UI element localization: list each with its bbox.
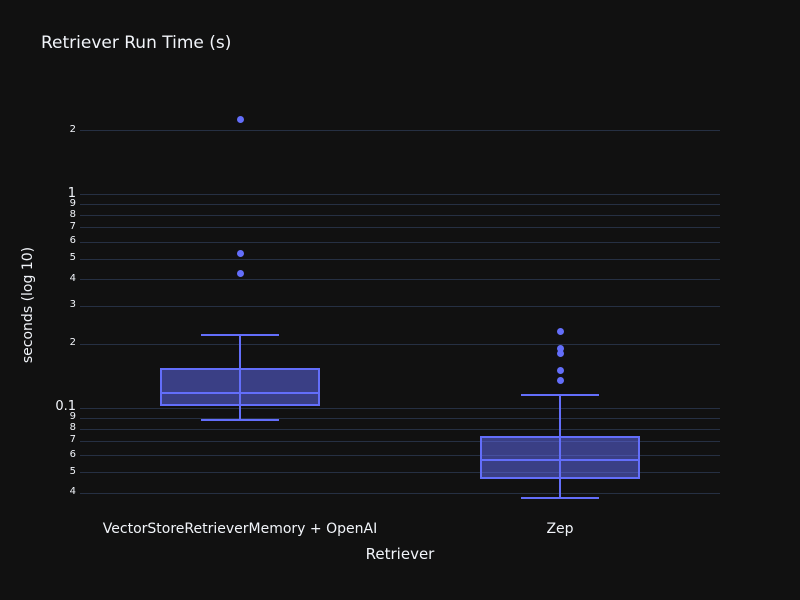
gridline [80,305,720,307]
gridline [80,455,720,457]
gridline [80,407,720,409]
gridline [80,130,720,132]
x-tick-label: VectorStoreRetrieverMemory + OpenAI [102,521,378,537]
y-tick-label: 8 [69,208,76,220]
y-tick-label: 0.1 [55,399,76,415]
box-zep[interactable] [480,436,640,480]
gridline [80,428,720,430]
chart-title: Retriever Run Time (s) [41,33,232,53]
outlier-point[interactable] [556,327,564,335]
y-tick-label: 9 [69,411,76,423]
box-vectorstoreretrievermemory-openai[interactable] [160,367,320,406]
y-tick-label: 8 [69,422,76,434]
gridline [80,440,720,442]
outlier-point[interactable] [556,367,564,375]
y-tick-label: 6 [69,235,76,247]
outlier-point[interactable] [236,269,244,277]
x-tick-label: Zep [546,521,574,537]
gridline [80,472,720,474]
gridline [80,343,720,345]
y-tick-label: 9 [69,197,76,209]
gridline [80,417,720,419]
gridline [80,241,720,243]
outlier-point[interactable] [556,350,564,358]
y-tick-label: 5 [69,252,76,264]
y-tick-label: 5 [69,465,76,477]
gridline [80,215,720,216]
gridline [80,194,720,196]
median-line [482,458,638,461]
x-axis-title: Retriever [365,545,435,563]
y-tick-label: 2 [69,337,76,349]
whisker-cap-top [521,394,599,397]
y-tick-label: 7 [69,220,76,232]
y-tick-label: 7 [69,434,76,446]
whisker-cap-bottom [521,497,599,500]
outlier-point[interactable] [236,250,244,258]
y-tick-label: 1 [67,185,76,201]
gridline [80,227,720,229]
outlier-point[interactable] [556,377,564,385]
gridline [80,258,720,260]
whisker-cap-bottom [201,419,279,422]
gridline [80,492,720,494]
whisker-cap-top [201,334,279,337]
median-line [162,391,318,394]
y-tick-label: 6 [69,448,76,460]
outlier-point[interactable] [236,116,244,124]
outlier-point[interactable] [556,345,564,353]
gridline [80,204,720,206]
y-tick-label: 4 [69,272,76,284]
y-tick-label: 4 [69,486,76,498]
y-tick-label: 3 [69,299,76,311]
y-tick-label: 2 [69,123,76,135]
gridline [80,279,720,281]
